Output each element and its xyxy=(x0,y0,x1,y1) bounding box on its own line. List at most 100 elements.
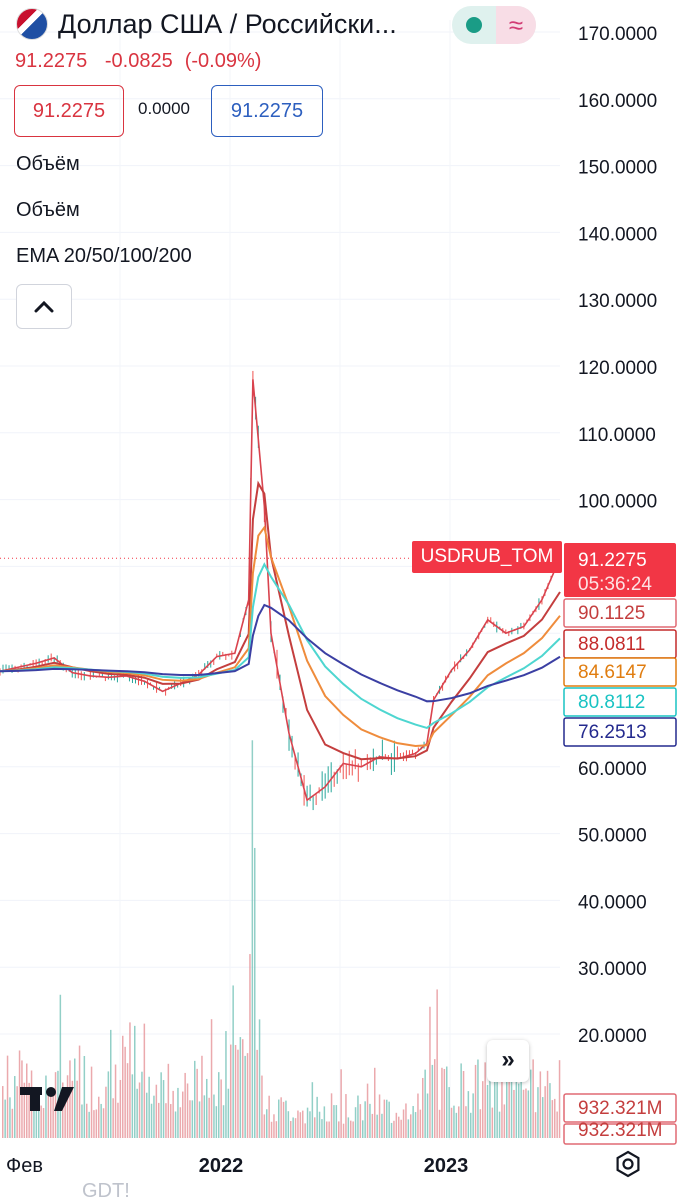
ema50-label-box xyxy=(563,657,677,687)
volume-bar xyxy=(352,1121,354,1138)
volume-last-label-2-box xyxy=(563,1123,677,1145)
high-price-label-box xyxy=(563,598,677,628)
volume-bar xyxy=(18,1050,21,1138)
volume-bar xyxy=(393,1120,395,1138)
volume-bar xyxy=(88,1111,90,1138)
volume-bar xyxy=(38,1090,40,1138)
chart-settings-button[interactable] xyxy=(614,1150,642,1183)
volume-bar xyxy=(179,1107,182,1138)
volume-bar xyxy=(431,1064,434,1138)
volume-bar xyxy=(112,1098,114,1138)
sell-price-button[interactable]: 91.2275 xyxy=(14,85,124,137)
volume-bar xyxy=(390,1122,393,1138)
volume-bar xyxy=(299,1112,302,1138)
volume-bar xyxy=(206,1078,208,1138)
volume-bar xyxy=(11,1108,14,1138)
volume-bar xyxy=(42,1108,45,1138)
ema200-label: 76.2513 xyxy=(578,722,647,743)
volume-bar xyxy=(261,1075,263,1138)
x-tick-label: Фев xyxy=(6,1155,43,1177)
volume-bar xyxy=(506,1077,508,1138)
volume-bar xyxy=(74,1058,76,1138)
volume-bar xyxy=(86,1103,88,1138)
volume-bar xyxy=(210,1019,213,1138)
volume-bar xyxy=(66,1075,69,1138)
volume-bar xyxy=(45,1075,47,1138)
high-price-label: 90.1125 xyxy=(578,603,645,624)
wave-icon: ≈ xyxy=(496,6,536,44)
volume-bar xyxy=(323,1106,326,1138)
volume-bar xyxy=(254,847,256,1138)
volume-bar xyxy=(534,1112,537,1138)
volume-bar xyxy=(35,1087,38,1138)
volume-bar xyxy=(170,1104,172,1138)
volume-bar xyxy=(141,1071,143,1138)
volume-bar xyxy=(311,1082,314,1138)
indicator-ema[interactable]: EMA 20/50/100/200 xyxy=(16,245,192,267)
volume-bar xyxy=(119,1079,122,1138)
volume-bar xyxy=(494,1061,496,1138)
volume-bar xyxy=(436,989,438,1138)
volume-bar xyxy=(191,1100,194,1138)
volume-bar xyxy=(546,1070,549,1138)
volume-bar xyxy=(160,1072,162,1138)
volume-bar xyxy=(122,1035,124,1138)
volume-bar xyxy=(491,1107,494,1138)
collapse-indicators-button[interactable] xyxy=(16,284,72,329)
volume-bar xyxy=(268,1095,270,1138)
y-tick-label: 130.0000 xyxy=(578,291,657,312)
volume-bar xyxy=(537,1087,539,1138)
ema-line xyxy=(0,603,561,703)
volume-bar xyxy=(208,1097,210,1138)
volume-last-label: 932.321M xyxy=(578,1098,663,1119)
volume-bar xyxy=(549,1083,551,1138)
volume-bar xyxy=(515,1066,518,1138)
volume-bar xyxy=(448,1087,450,1138)
symbol-title[interactable]: Доллар США / Российски... xyxy=(58,8,397,39)
volume-bar xyxy=(489,1071,491,1138)
volume-bar xyxy=(335,1105,338,1138)
volume-bar xyxy=(182,1091,184,1138)
volume-bar xyxy=(455,1112,458,1138)
y-tick-label: 100.0000 xyxy=(578,492,657,513)
volume-bar xyxy=(201,1055,203,1138)
volume-bar xyxy=(270,1121,273,1138)
volume-bar xyxy=(285,1100,287,1138)
market-status-pill[interactable]: ≈ xyxy=(452,6,536,44)
volume-bar xyxy=(194,1060,196,1138)
y-tick-label: 160.0000 xyxy=(578,91,657,112)
volume-bar xyxy=(542,1097,544,1138)
volume-bar xyxy=(414,1112,417,1138)
scroll-to-realtime-button[interactable]: » xyxy=(487,1040,529,1082)
volume-bar xyxy=(220,1079,222,1138)
y-tick-label: 170.0000 xyxy=(578,24,657,45)
volume-bar xyxy=(522,1089,525,1138)
countdown-label: 05:36:24 xyxy=(578,574,652,595)
volume-bar xyxy=(273,1114,275,1138)
volume-bar xyxy=(150,1103,153,1138)
volume-bar xyxy=(203,1095,206,1138)
tradingview-logo[interactable] xyxy=(18,1084,76,1119)
volume-bar xyxy=(9,1097,11,1138)
volume-bar xyxy=(230,1044,232,1138)
volume-bar xyxy=(71,1080,74,1138)
volume-bar xyxy=(143,1023,146,1138)
volume-bar xyxy=(354,1107,357,1138)
volume-bar xyxy=(290,1121,292,1138)
volume-bar xyxy=(297,1110,299,1138)
indicator-volume-2[interactable]: Объём xyxy=(16,199,80,221)
volume-bar xyxy=(477,1059,479,1138)
ema200-label-box xyxy=(563,717,677,747)
title-row[interactable]: Доллар США / Российски... xyxy=(16,8,397,40)
x-tick-label: 2022 xyxy=(199,1155,244,1177)
ema-line xyxy=(0,562,561,730)
volume-bar xyxy=(362,1120,364,1138)
volume-bar xyxy=(366,1083,369,1138)
volume-bar xyxy=(153,1095,155,1138)
indicator-volume-1[interactable]: Объём xyxy=(16,153,80,175)
volume-bar xyxy=(302,1110,304,1138)
volume-bar xyxy=(460,1063,462,1138)
buy-price-button[interactable]: 91.2275 xyxy=(211,85,323,137)
volume-bar xyxy=(294,1118,297,1138)
